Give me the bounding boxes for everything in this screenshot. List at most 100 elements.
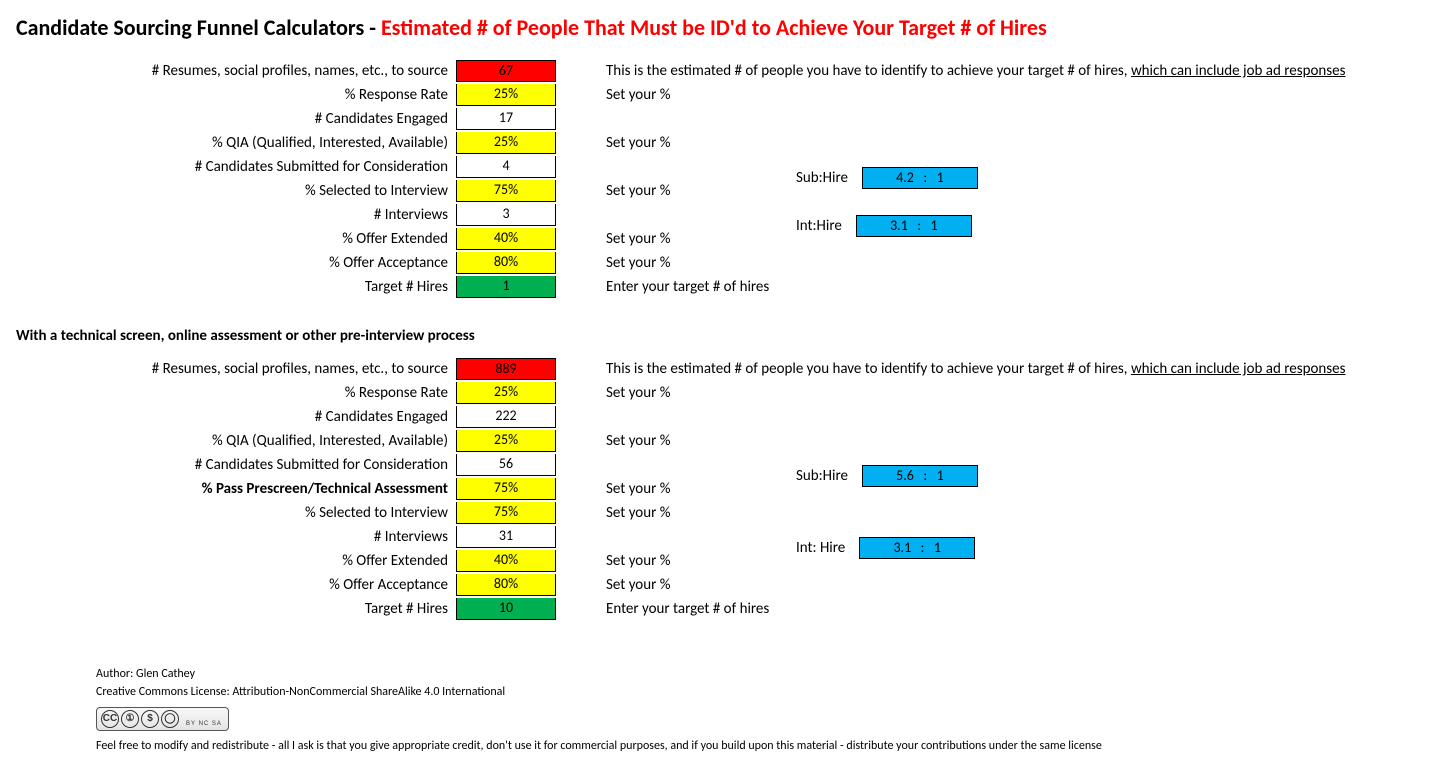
row-description: Enter your target # of hires bbox=[556, 278, 1413, 296]
row-label: Target # Hires bbox=[16, 278, 456, 296]
row-description: This is the estimated # of people you ha… bbox=[556, 62, 1413, 80]
row-description: This is the estimated # of people you ha… bbox=[556, 360, 1413, 378]
row-description: Set your % bbox=[556, 134, 1413, 152]
row-description: Set your % bbox=[556, 230, 1413, 248]
title-black: Candidate Sourcing Funnel Calculators - bbox=[16, 14, 381, 41]
row-label: # Interviews bbox=[16, 206, 456, 224]
desc-underlined: which can include job ad responses bbox=[1131, 360, 1346, 378]
funnel-row: % QIA (Qualified, Interested, Available)… bbox=[16, 131, 1413, 155]
row-label: Target # Hires bbox=[16, 600, 456, 618]
desc-text: Set your % bbox=[606, 480, 670, 498]
desc-text: Set your % bbox=[606, 384, 670, 402]
funnel-row: % Offer Acceptance80% Set your % bbox=[16, 573, 1413, 597]
desc-underlined: which can include job ad responses bbox=[1131, 62, 1346, 80]
desc-text: Set your % bbox=[606, 182, 670, 200]
row-description: Set your % bbox=[556, 432, 1413, 450]
funnel-row: # Candidates Engaged222 bbox=[16, 405, 1413, 429]
value-cell[interactable]: 75% bbox=[456, 502, 556, 524]
value-cell[interactable]: 75% bbox=[456, 478, 556, 500]
row-label: % Offer Extended bbox=[16, 552, 456, 570]
funnel-row: % Selected to Interview75% Set your % bbox=[16, 179, 1413, 203]
funnel-row: # Candidates Submitted for Consideration… bbox=[16, 453, 1413, 477]
page-title: Candidate Sourcing Funnel Calculators - … bbox=[16, 14, 1413, 41]
value-cell[interactable]: 25% bbox=[456, 132, 556, 154]
desc-text: Enter your target # of hires bbox=[606, 278, 769, 296]
row-label: % Selected to Interview bbox=[16, 504, 456, 522]
desc-text: Set your % bbox=[606, 552, 670, 570]
row-label: # Candidates Submitted for Consideration bbox=[16, 456, 456, 474]
desc-text: Set your % bbox=[606, 230, 670, 248]
funnel-row: % QIA (Qualified, Interested, Available)… bbox=[16, 429, 1413, 453]
funnel-row: Target # Hires10Enter your target # of h… bbox=[16, 597, 1413, 621]
row-description: Set your % bbox=[556, 480, 1413, 498]
row-label: % QIA (Qualified, Interested, Available) bbox=[16, 432, 456, 450]
row-label: % Selected to Interview bbox=[16, 182, 456, 200]
funnel-row: Target # Hires1 Enter your target # of hi… bbox=[16, 275, 1413, 299]
desc-text: Set your % bbox=[606, 576, 670, 594]
funnel-row: % Selected to Interview75% Set your % bbox=[16, 501, 1413, 525]
row-description: Set your % bbox=[556, 86, 1413, 104]
footer-author: Author: Glen Cathey bbox=[96, 667, 1413, 681]
footer-license: Creative Commons License: Attribution-No… bbox=[96, 685, 1413, 699]
funnel-row: # Interviews3Int:Hire3.1 : 1 bbox=[16, 203, 1413, 227]
row-label: % Offer Extended bbox=[16, 230, 456, 248]
desc-text: Set your % bbox=[606, 504, 670, 522]
row-description: Set your % bbox=[556, 254, 1413, 272]
value-cell: 222 bbox=[456, 406, 556, 428]
row-label: # Resumes, social profiles, names, etc.,… bbox=[16, 62, 456, 80]
row-label: % Pass Prescreen/Technical Assessment bbox=[16, 480, 456, 498]
funnel-row: # Candidates Submitted for Consideration… bbox=[16, 155, 1413, 179]
value-cell[interactable]: 40% bbox=[456, 550, 556, 572]
funnel-row: # Interviews31Int: Hire3.1 : 1 bbox=[16, 525, 1413, 549]
row-label: % QIA (Qualified, Interested, Available) bbox=[16, 134, 456, 152]
value-cell[interactable]: 10 bbox=[456, 598, 556, 620]
value-cell: 4 bbox=[456, 156, 556, 178]
row-label: # Resumes, social profiles, names, etc.,… bbox=[16, 360, 456, 378]
row-label: # Candidates Submitted for Consideration bbox=[16, 158, 456, 176]
row-label: # Candidates Engaged bbox=[16, 408, 456, 426]
row-description: Set your % bbox=[556, 552, 1413, 570]
desc-text: This is the estimated # of people you ha… bbox=[606, 62, 1131, 80]
calculator-2: # Resumes, social profiles, names, etc.,… bbox=[16, 357, 1413, 621]
row-description: Enter your target # of hires bbox=[556, 600, 1413, 618]
row-label: # Candidates Engaged bbox=[16, 110, 456, 128]
row-description: Set your % bbox=[556, 576, 1413, 594]
funnel-row: % Pass Prescreen/Technical Assessment75%… bbox=[16, 477, 1413, 501]
funnel-row: # Resumes, social profiles, names, etc.,… bbox=[16, 59, 1413, 83]
value-cell[interactable]: 25% bbox=[456, 430, 556, 452]
desc-text: This is the estimated # of people you ha… bbox=[606, 360, 1131, 378]
funnel-row: % Offer Acceptance80%Set your % bbox=[16, 251, 1413, 275]
desc-text: Set your % bbox=[606, 134, 670, 152]
value-cell: 889 bbox=[456, 358, 556, 380]
value-cell: 67 bbox=[456, 60, 556, 82]
calculator-1: # Resumes, social profiles, names, etc.,… bbox=[16, 59, 1413, 299]
row-label: % Offer Acceptance bbox=[16, 576, 456, 594]
value-cell: 56 bbox=[456, 454, 556, 476]
row-description: Set your % bbox=[556, 182, 1413, 200]
row-label: % Response Rate bbox=[16, 86, 456, 104]
value-cell[interactable]: 40% bbox=[456, 228, 556, 250]
value-cell: 31 bbox=[456, 526, 556, 548]
funnel-row: % Response Rate25% Set your % bbox=[16, 381, 1413, 405]
value-cell[interactable]: 1 bbox=[456, 276, 556, 298]
footer-note: Feel free to modify and redistribute - a… bbox=[96, 739, 1413, 753]
footer: Author: Glen Cathey Creative Commons Lic… bbox=[96, 667, 1413, 753]
row-description: Set your % bbox=[556, 504, 1413, 522]
funnel-row: % Response Rate25% Set your % bbox=[16, 83, 1413, 107]
value-cell[interactable]: 80% bbox=[456, 252, 556, 274]
row-label: # Interviews bbox=[16, 528, 456, 546]
value-cell[interactable]: 80% bbox=[456, 574, 556, 596]
value-cell[interactable]: 25% bbox=[456, 84, 556, 106]
cc-license-icon: CC①$◯ BY NC SA bbox=[96, 707, 229, 731]
desc-text: Set your % bbox=[606, 86, 670, 104]
funnel-row: # Candidates Engaged17 bbox=[16, 107, 1413, 131]
title-red: Estimated # of People That Must be ID'd … bbox=[381, 14, 1047, 41]
value-cell[interactable]: 75% bbox=[456, 180, 556, 202]
desc-text: Set your % bbox=[606, 254, 670, 272]
row-label: % Response Rate bbox=[16, 384, 456, 402]
funnel-row: % Offer Extended40% Set your % bbox=[16, 549, 1413, 573]
calc2-heading: With a technical screen, online assessme… bbox=[16, 327, 1413, 345]
value-cell: 3 bbox=[456, 204, 556, 226]
value-cell[interactable]: 25% bbox=[456, 382, 556, 404]
funnel-row: # Resumes, social profiles, names, etc.,… bbox=[16, 357, 1413, 381]
